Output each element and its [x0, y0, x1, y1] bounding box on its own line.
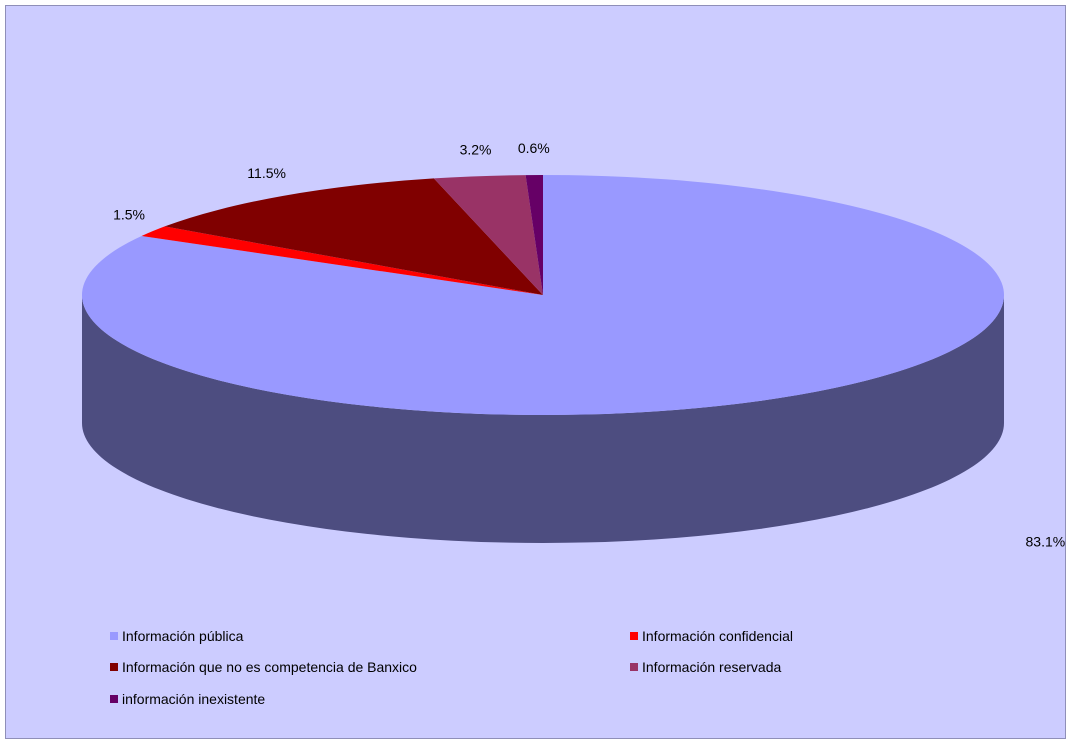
legend-swatch-1: [630, 632, 638, 640]
pie-side-0: [82, 295, 1004, 543]
pie-slice-4: [525, 175, 543, 295]
legend-swatch-3: [630, 663, 638, 671]
pie-slice-3: [433, 175, 543, 295]
legend-item-informacion-reservada: Información reservada: [630, 659, 781, 675]
pie-slice-2: [164, 178, 544, 295]
legend-swatch-4: [110, 695, 118, 703]
data-label-0: 83.1%: [1026, 534, 1066, 550]
legend-label-4: información inexistente: [122, 691, 266, 707]
legend-item-informacion-publica: Información pública: [110, 628, 243, 644]
data-label-1: 1.5%: [113, 206, 145, 222]
legend-label-3: Información reservada: [642, 659, 782, 675]
legend-label-2: Información que no es competencia de Ban…: [122, 659, 417, 675]
legend-item-informacion-confidencial: Información confidencial: [630, 628, 793, 644]
data-label-3: 3.2%: [460, 141, 492, 157]
legend-item-informacion-inexistente: información inexistente: [110, 691, 265, 707]
pie-slice-1: [141, 226, 543, 295]
legend-swatch-0: [110, 632, 118, 640]
legend-label-0: Información pública: [122, 628, 244, 644]
data-label-4: 0.6%: [518, 140, 550, 156]
legend-label-1: Información confidencial: [642, 628, 793, 644]
data-label-2: 11.5%: [247, 165, 286, 181]
legend-item-no-competencia: Información que no es competencia de Ban…: [110, 659, 417, 675]
legend-swatch-2: [110, 663, 118, 671]
